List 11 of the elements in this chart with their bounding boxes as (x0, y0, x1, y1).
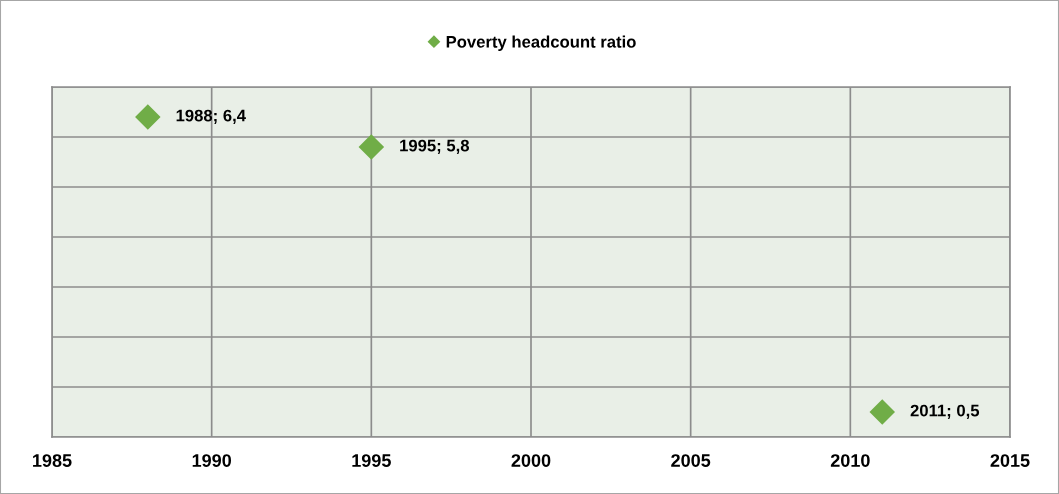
x-tick-label: 2000 (511, 454, 551, 467)
x-tick-label: 1995 (352, 454, 391, 467)
x-tick-label: 1990 (192, 454, 232, 467)
x-tick-label: 1985 (33, 454, 72, 467)
x-tick-label: 2015 (990, 454, 1030, 467)
data-label: 2011; 0,5 (910, 404, 980, 419)
x-tick-label: 2010 (830, 454, 870, 467)
legend-label: Poverty headcount ratio (446, 35, 636, 51)
x-tick-label: 2005 (671, 454, 711, 467)
data-label: 1988; 6,4 (176, 109, 246, 124)
data-label: 1995; 5,8 (400, 139, 470, 154)
